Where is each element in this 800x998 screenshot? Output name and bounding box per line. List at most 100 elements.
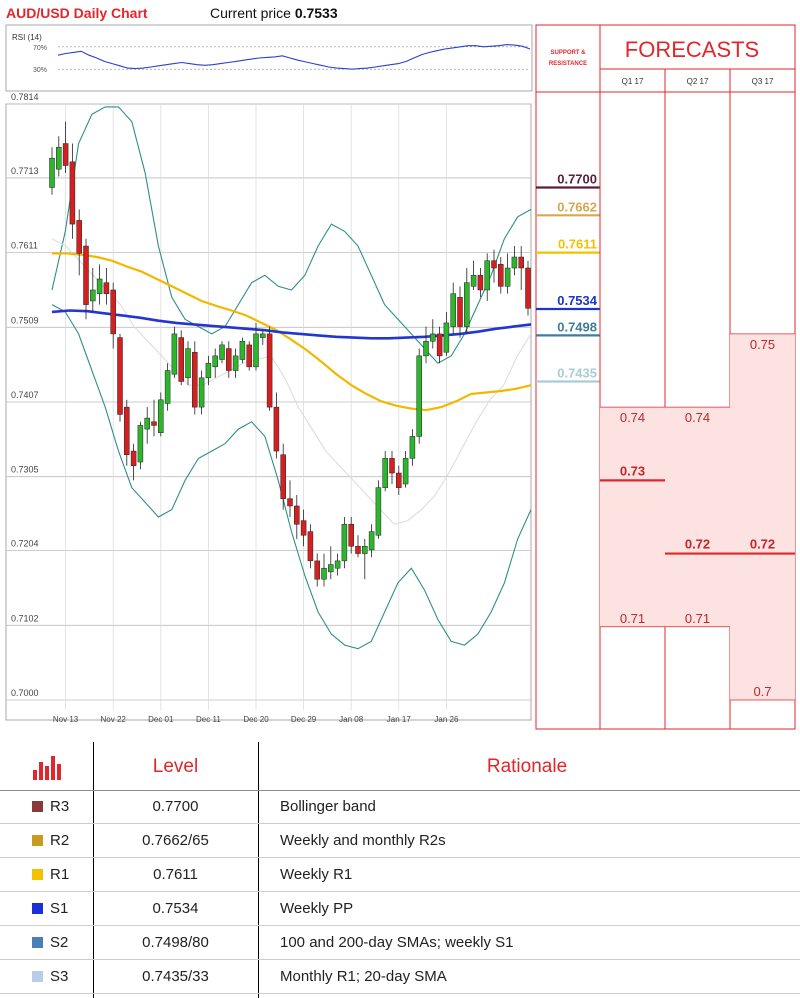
level-swatch bbox=[32, 835, 43, 846]
candle bbox=[389, 458, 395, 474]
forecast-range bbox=[730, 333, 795, 700]
forecast-mid-label: 0.72 bbox=[750, 537, 775, 552]
x-tick-label: Dec 01 bbox=[148, 715, 174, 724]
current-price-value: 0.7533 bbox=[294, 5, 338, 21]
sr-level-label: 0.7498 bbox=[557, 319, 597, 334]
table-row: R3 0.7700 Bollinger band bbox=[0, 790, 800, 824]
y-tick-label: 0.7305 bbox=[11, 465, 39, 475]
level-swatch bbox=[32, 801, 43, 812]
level-swatch bbox=[32, 869, 43, 880]
level-swatch bbox=[32, 903, 43, 914]
y-tick-label: 0.7713 bbox=[11, 166, 39, 176]
candle bbox=[151, 421, 157, 426]
levels-table: Level Rationale R3 0.7700 Bollinger band R2… bbox=[0, 742, 800, 998]
candle bbox=[464, 282, 470, 327]
candle bbox=[477, 275, 484, 291]
candle bbox=[253, 333, 259, 368]
level-value: 0.7662/65 bbox=[142, 832, 209, 849]
candle bbox=[362, 545, 368, 554]
chart-figure: RSI (14) 70% 30% 0.7814 0.7713 0.7611 0.7509 0.… bbox=[5, 24, 796, 730]
candle bbox=[117, 337, 123, 415]
indicator-line bbox=[51, 309, 532, 340]
candle bbox=[518, 256, 524, 269]
level-rationale: 100 and 200-day SMAs; weekly S1 bbox=[280, 934, 514, 951]
level-tag: S1 bbox=[50, 900, 69, 917]
candle bbox=[423, 340, 429, 357]
candle bbox=[450, 293, 456, 327]
candle bbox=[130, 450, 137, 466]
indicator-line bbox=[52, 252, 532, 412]
candle bbox=[192, 351, 198, 408]
candle bbox=[498, 264, 504, 287]
candle bbox=[436, 333, 443, 357]
support-resistance-label: RESISTANCE bbox=[549, 61, 587, 67]
candle bbox=[260, 333, 266, 338]
y-tick-label: 0.7204 bbox=[11, 539, 39, 549]
candle bbox=[484, 260, 490, 291]
candle bbox=[171, 333, 178, 375]
quarter-header: Q2 17 bbox=[687, 77, 709, 86]
candle bbox=[368, 531, 375, 551]
table-row: S3 0.7435/33 Monthly R1; 20-day SMA bbox=[0, 960, 800, 994]
indicator-line bbox=[51, 238, 532, 525]
level-rationale: Monthly R1; 20-day SMA bbox=[280, 968, 447, 985]
candle bbox=[144, 417, 150, 430]
y-tick-label: 0.7000 bbox=[11, 688, 39, 698]
candle bbox=[280, 454, 286, 499]
candle bbox=[90, 289, 96, 302]
row-divider bbox=[0, 891, 800, 892]
candle bbox=[430, 333, 436, 342]
candle bbox=[56, 146, 62, 170]
candle bbox=[525, 267, 531, 309]
candle bbox=[266, 333, 273, 408]
rsi-level-label: 30% bbox=[33, 67, 47, 74]
table-divider bbox=[0, 790, 800, 791]
candle bbox=[49, 157, 55, 188]
table-row: R1 0.7611 Weekly R1 bbox=[0, 858, 800, 892]
candle bbox=[83, 245, 89, 305]
forecast-high-label: 0.74 bbox=[620, 410, 645, 425]
level-tag: R2 bbox=[50, 832, 70, 849]
candle bbox=[396, 472, 402, 488]
candle bbox=[355, 545, 361, 554]
level-swatch bbox=[32, 971, 43, 982]
y-tick-label: 0.7509 bbox=[11, 315, 39, 325]
sr-level-label: 0.7700 bbox=[557, 171, 597, 186]
candle bbox=[62, 143, 69, 166]
candle bbox=[185, 348, 191, 379]
candle bbox=[402, 458, 409, 485]
candle bbox=[124, 406, 130, 455]
level-tag: R1 bbox=[50, 866, 70, 883]
candle bbox=[348, 524, 354, 547]
candle bbox=[178, 337, 184, 382]
candle bbox=[205, 362, 212, 379]
quarter-header: Q1 17 bbox=[622, 77, 644, 86]
sr-level-label: 0.7534 bbox=[557, 293, 598, 308]
candle bbox=[300, 520, 307, 536]
forecast-low-label: 0.71 bbox=[685, 611, 710, 626]
candle bbox=[239, 340, 246, 360]
candle bbox=[294, 505, 300, 525]
x-tick-label: Nov 13 bbox=[53, 715, 79, 724]
candle bbox=[334, 560, 341, 569]
forecast-high-label: 0.75 bbox=[750, 337, 775, 352]
forecast-high-label: 0.74 bbox=[685, 410, 710, 425]
candle bbox=[96, 278, 103, 294]
table-chart-icon bbox=[33, 754, 65, 780]
row-divider bbox=[0, 993, 800, 994]
candle bbox=[287, 498, 293, 507]
candle bbox=[375, 487, 382, 536]
forecasts-title: FORECASTS bbox=[625, 37, 759, 62]
candle bbox=[212, 355, 218, 368]
forecast-low-label: 0.71 bbox=[620, 611, 645, 626]
rsi-label: RSI (14) bbox=[12, 33, 42, 42]
table-row: S1 0.7534 Weekly PP bbox=[0, 892, 800, 926]
level-tag: S3 bbox=[50, 968, 69, 985]
level-header: Level bbox=[152, 756, 199, 777]
forecast-low-label: 0.7 bbox=[753, 684, 771, 699]
candle bbox=[76, 220, 82, 254]
candle bbox=[69, 161, 76, 225]
x-tick-label: Jan 17 bbox=[387, 715, 412, 724]
rsi-level-label: 70% bbox=[33, 45, 47, 52]
candle bbox=[307, 531, 314, 562]
